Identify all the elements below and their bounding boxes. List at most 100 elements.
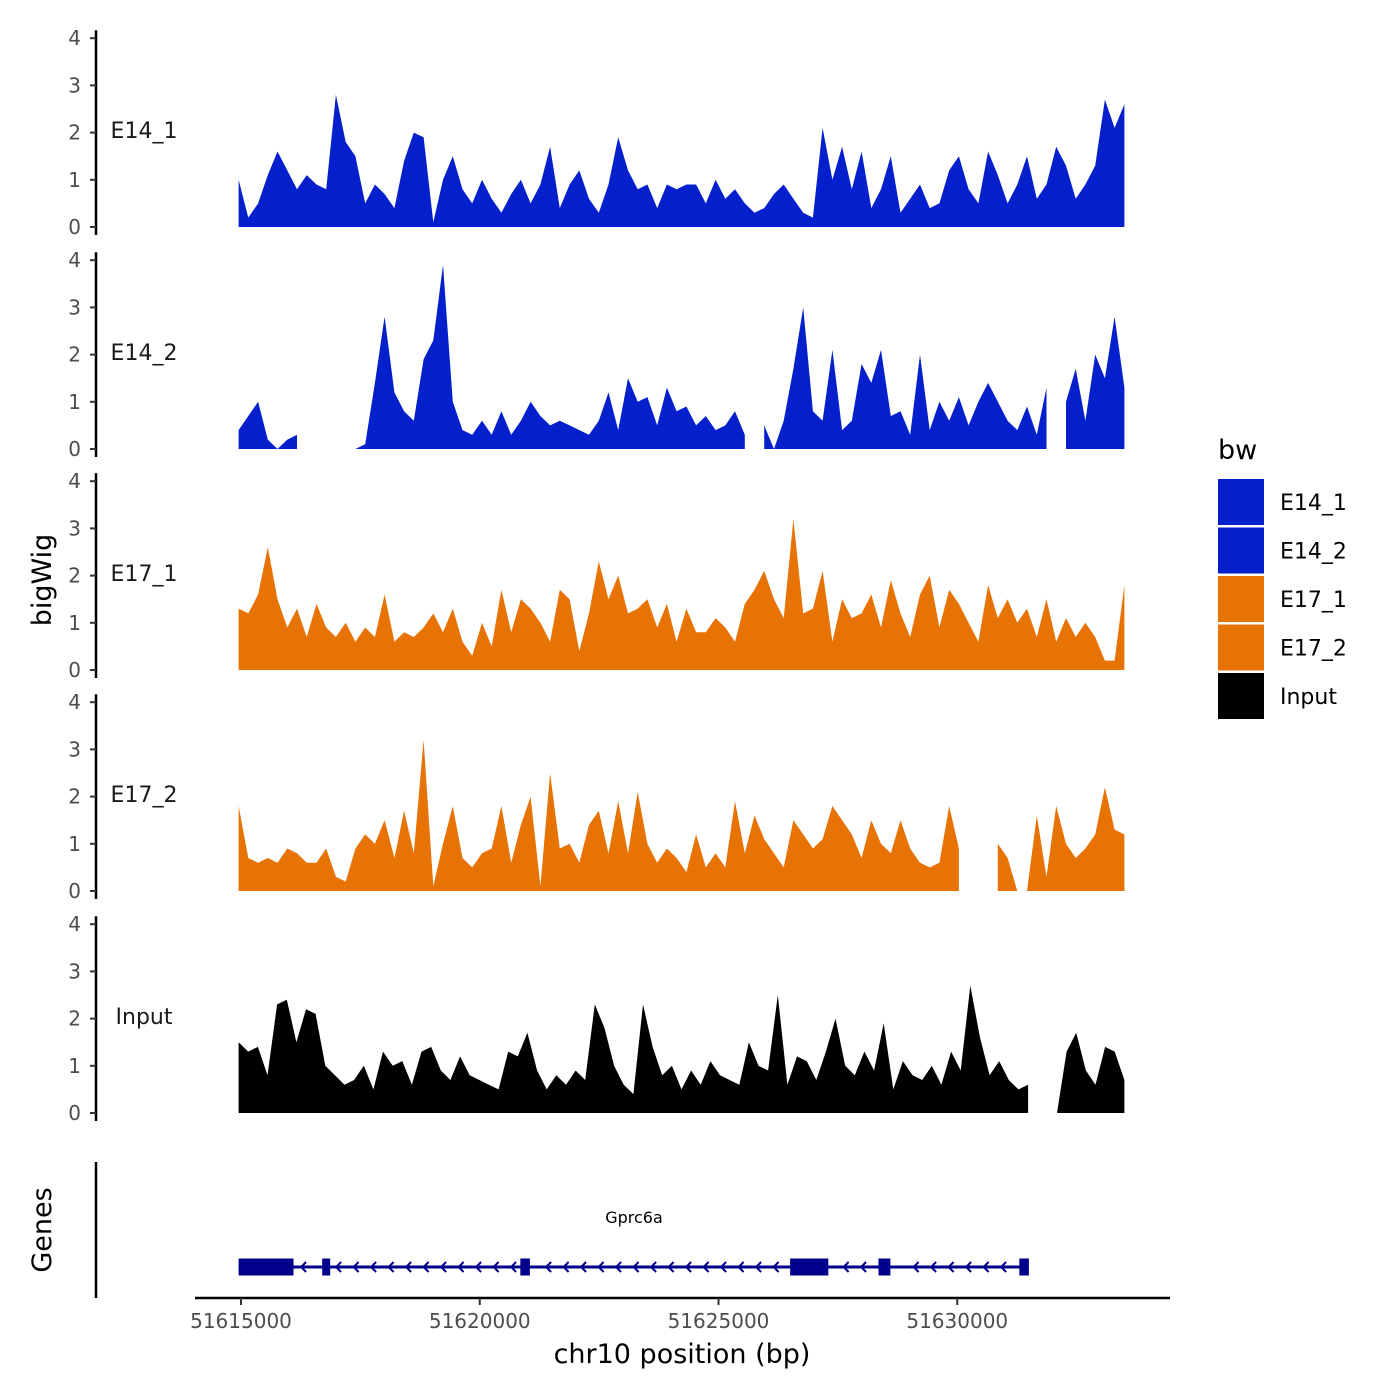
track-Input: 0 1 2 3 4 Input <box>68 912 1125 1125</box>
y-tick-label: 2 <box>68 121 81 145</box>
strand-arrow <box>947 1261 955 1273</box>
y-tick-label: 2 <box>68 1007 81 1031</box>
x-tick-label: 51620000 <box>429 1309 531 1333</box>
legend-items: E14_1 E14_2 E17_1 E17_2 Input <box>1218 479 1347 719</box>
signal-area-E17_2 <box>997 787 1125 891</box>
strand-arrow <box>562 1261 570 1273</box>
track-E17_1: 0 1 2 3 4 E17_1 <box>68 469 1125 682</box>
y-tick-label: 4 <box>68 248 81 272</box>
track-E14_1: 0 1 2 3 4 E14_1 <box>68 26 1125 239</box>
legend-label: E14_1 <box>1280 491 1347 516</box>
x-tick-label: 51615000 <box>190 1309 292 1333</box>
gene-exon <box>878 1258 891 1276</box>
signal-area-Input <box>238 985 1029 1113</box>
y-tick-label: 1 <box>68 611 81 635</box>
y-tick-label: 3 <box>68 959 81 983</box>
gene-exon <box>322 1258 331 1276</box>
strand-arrow <box>369 1261 377 1273</box>
legend-label: E14_2 <box>1280 540 1347 565</box>
strand-arrow <box>702 1261 710 1273</box>
strand-arrow <box>334 1261 342 1273</box>
strand-arrow <box>859 1261 867 1273</box>
track-label: E17_2 <box>111 783 178 808</box>
strand-arrow <box>614 1261 622 1273</box>
strand-arrow <box>457 1261 465 1273</box>
legend-label: E17_2 <box>1280 637 1347 662</box>
x-axis: 51615000 51620000 51625000 51630000 <box>190 1296 1170 1333</box>
gene-exon <box>520 1258 530 1276</box>
legend-swatch-E17_2 <box>1218 624 1264 671</box>
strand-arrow <box>684 1261 692 1273</box>
track-panels: 0 1 2 3 4 E14_1 0 1 2 3 4 E14_2 0 1 2 3 4 E17_1 0 1 2 3 4 E17_2… <box>68 26 1125 1125</box>
y-axis-title: bigWig <box>27 534 58 627</box>
strand-arrow <box>387 1261 395 1273</box>
strand-arrow <box>299 1261 307 1273</box>
strand-arrow <box>439 1261 447 1273</box>
strand-arrow <box>667 1261 675 1273</box>
signal-area-E14_2 <box>764 307 1047 449</box>
strand-arrow <box>404 1261 412 1273</box>
strand-arrow <box>754 1261 762 1273</box>
gene-model <box>238 1258 1029 1276</box>
strand-arrow <box>579 1261 587 1273</box>
y-tick-label: 0 <box>68 437 81 461</box>
x-tick-label: 51630000 <box>906 1309 1008 1333</box>
strand-arrow <box>474 1261 482 1273</box>
legend-label: Input <box>1280 685 1337 710</box>
x-ticks: 51615000 51620000 51625000 51630000 <box>190 1298 1008 1333</box>
gene-exon <box>1019 1258 1029 1276</box>
track-label: E14_1 <box>111 119 178 144</box>
legend-swatch-E14_2 <box>1218 527 1264 574</box>
y-tick-label: 4 <box>68 26 81 50</box>
y-tick-label: 0 <box>68 215 81 239</box>
strand-arrow <box>719 1261 727 1273</box>
y-tick-label: 3 <box>68 295 81 319</box>
signal-area-E14_2 <box>238 401 297 449</box>
signal-area-Input <box>1047 1032 1125 1113</box>
y-tick-label: 1 <box>68 168 81 192</box>
signal-area-E17_1 <box>238 519 1125 670</box>
gene-exon <box>238 1258 294 1276</box>
strand-arrow <box>929 1261 937 1273</box>
y-tick-label: 1 <box>68 390 81 414</box>
y-tick-label: 4 <box>68 690 81 714</box>
track-label: E17_1 <box>111 562 178 587</box>
signal-area-E14_1 <box>238 94 1125 227</box>
y-tick-label: 4 <box>68 469 81 493</box>
strand-arrow <box>632 1261 640 1273</box>
strand-arrow <box>422 1261 430 1273</box>
signal-area-E14_2 <box>1066 316 1125 449</box>
legend-label: E17_1 <box>1280 588 1347 613</box>
legend-swatch-E14_1 <box>1218 479 1264 525</box>
strand-arrow <box>352 1261 360 1273</box>
signal-area-E17_2 <box>238 740 959 891</box>
y-tick-label: 2 <box>68 785 81 809</box>
track-E17_2: 0 1 2 3 4 E17_2 <box>68 690 1125 903</box>
genes-panel: Genes Gprc6a <box>27 1162 1029 1298</box>
strand-arrow <box>597 1261 605 1273</box>
strand-arrow <box>737 1261 745 1273</box>
y-tick-label: 0 <box>68 879 81 903</box>
y-tick-label: 3 <box>68 516 81 540</box>
x-tick-label: 51625000 <box>668 1309 770 1333</box>
strand-arrow <box>649 1261 657 1273</box>
track-label: Input <box>116 1005 173 1030</box>
y-tick-label: 1 <box>68 832 81 856</box>
y-tick-label: 4 <box>68 912 81 936</box>
strand-arrow <box>842 1261 850 1273</box>
legend-title: bw <box>1218 435 1257 466</box>
strand-arrow <box>982 1261 990 1273</box>
y-tick-label: 0 <box>68 658 81 682</box>
strand-arrow <box>912 1261 920 1273</box>
strand-arrow <box>509 1261 517 1273</box>
strand-arrow <box>964 1261 972 1273</box>
y-tick-label: 3 <box>68 73 81 97</box>
gene-exon <box>790 1258 829 1276</box>
strand-arrow <box>544 1261 552 1273</box>
strand-arrow <box>999 1261 1007 1273</box>
y-tick-label: 0 <box>68 1101 81 1125</box>
strand-arrow <box>492 1261 500 1273</box>
y-tick-label: 1 <box>68 1054 81 1078</box>
y-tick-label: 3 <box>68 737 81 761</box>
